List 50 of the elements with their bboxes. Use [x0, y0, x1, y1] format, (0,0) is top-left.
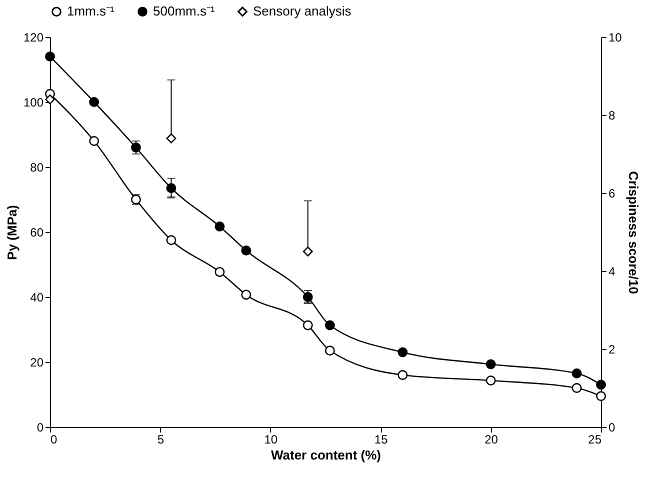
- x-tick-label: 10: [264, 432, 278, 446]
- legend-label: Sensory analysis: [253, 4, 352, 19]
- x-tick-label: 25: [588, 432, 602, 446]
- y-axis-title: Py (MPa): [4, 205, 20, 260]
- y-tick-label: 100: [23, 96, 44, 110]
- y-tick-label: 40: [30, 290, 44, 304]
- y2-tick-label: 0: [608, 420, 616, 434]
- x-tick-label: 5: [157, 432, 164, 446]
- y-tick-label: 60: [30, 226, 44, 240]
- x-axis-title: Water content (%): [270, 448, 382, 462]
- x-tick-label: 15: [374, 432, 388, 446]
- point: [214, 222, 225, 232]
- point: [302, 320, 313, 330]
- y-tick-label: 80: [30, 160, 44, 174]
- x-tick-label: 20: [484, 432, 498, 446]
- point: [241, 290, 252, 300]
- point: [324, 320, 335, 330]
- y2-tick-label: 6: [608, 186, 616, 200]
- y2-tick-label: 2: [608, 342, 616, 356]
- point: [241, 246, 252, 256]
- y2-axis-title: Crispiness score/10: [626, 171, 641, 294]
- point: [45, 94, 55, 104]
- y-tick-label: 120: [23, 30, 44, 44]
- point: [596, 391, 606, 402]
- y2-tick-label: 10: [608, 30, 622, 44]
- y2-tick-label: 4: [608, 264, 616, 278]
- legend-label: 1mm.s⁻¹: [67, 4, 115, 19]
- x-tick-label: 0: [50, 432, 58, 446]
- point: [486, 376, 496, 386]
- point: [130, 142, 141, 152]
- point: [45, 52, 55, 62]
- y-tick-label: 20: [30, 356, 44, 370]
- point: [89, 97, 100, 107]
- point: [302, 292, 313, 302]
- point: [89, 136, 100, 146]
- point: [214, 267, 225, 277]
- point: [166, 133, 176, 144]
- legend-label: 500mm.s⁻¹: [153, 4, 216, 19]
- point: [302, 246, 313, 256]
- point: [572, 368, 582, 378]
- point: [166, 235, 176, 246]
- point: [596, 380, 606, 390]
- point: [398, 370, 408, 380]
- point: [398, 347, 408, 358]
- point: [572, 383, 582, 393]
- point: [324, 346, 335, 356]
- y2-tick-label: 8: [608, 108, 616, 122]
- y-tick-label: 0: [36, 420, 44, 434]
- point: [166, 183, 176, 194]
- point: [486, 359, 496, 370]
